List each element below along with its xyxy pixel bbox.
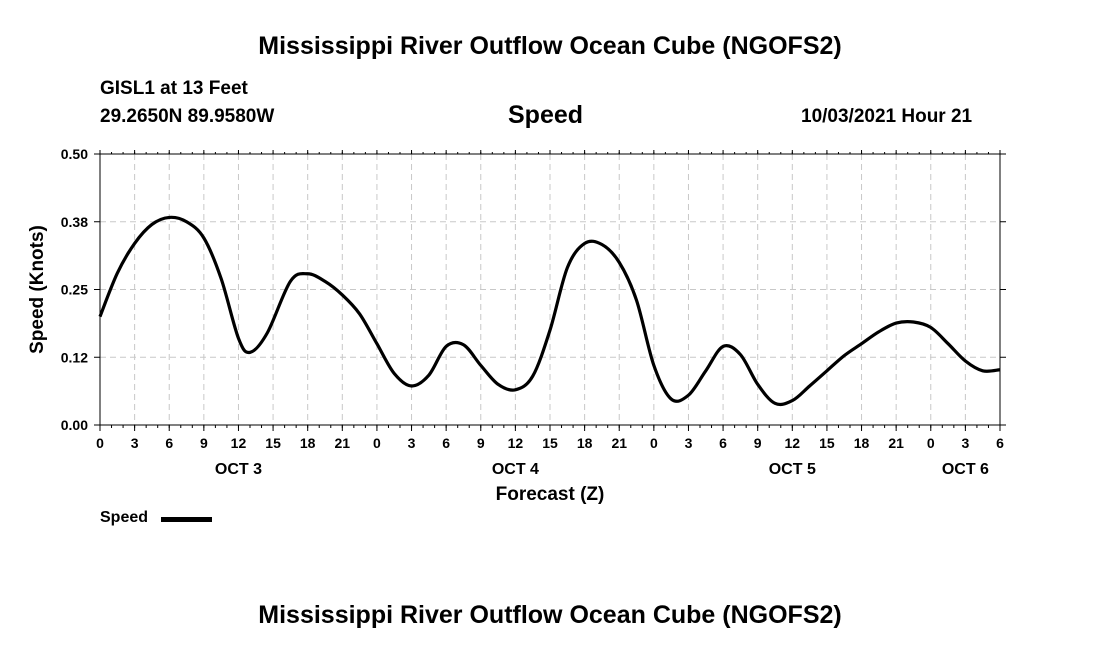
- x-tick-label: 21: [611, 435, 627, 451]
- y-tick-label: 0.12: [61, 349, 88, 365]
- x-tick-label: 0: [650, 435, 658, 451]
- x-tick-label: 18: [300, 435, 316, 451]
- x-tick-label: 21: [888, 435, 904, 451]
- y-tick-label: 0.38: [61, 214, 88, 230]
- x-tick-label: 9: [754, 435, 762, 451]
- x-day-label: OCT 3: [215, 461, 262, 478]
- variable-title: Speed: [508, 101, 584, 129]
- x-tick-label: 0: [373, 435, 381, 451]
- x-tick-label: 15: [265, 435, 281, 451]
- y-tick-label: 0.25: [61, 282, 88, 298]
- x-tick-label: 21: [335, 435, 351, 451]
- y-tick-label: 0.50: [61, 146, 88, 162]
- y-tick-label: 0.00: [61, 417, 88, 433]
- x-tick-label: 0: [96, 435, 104, 451]
- x-tick-label: 9: [200, 435, 208, 451]
- chart-title-bottom: Mississippi River Outflow Ocean Cube (NG…: [258, 601, 842, 629]
- x-tick-label: 18: [854, 435, 870, 451]
- chart-title-top: Mississippi River Outflow Ocean Cube (NG…: [258, 32, 842, 60]
- x-tick-label: 12: [785, 435, 801, 451]
- x-tick-label: 15: [542, 435, 558, 451]
- x-tick-label: 6: [996, 435, 1004, 451]
- forecast-datetime: 10/03/2021 Hour 21: [801, 106, 973, 127]
- x-tick-label: 6: [719, 435, 727, 451]
- x-tick-label: 3: [408, 435, 416, 451]
- x-tick-label: 18: [577, 435, 593, 451]
- x-tick-label: 12: [508, 435, 524, 451]
- x-tick-label: 3: [961, 435, 969, 451]
- x-day-label: OCT 6: [942, 461, 989, 478]
- x-tick-label: 0: [927, 435, 935, 451]
- series-line-speed: [98, 215, 1001, 407]
- x-tick-label: 3: [685, 435, 693, 451]
- x-tick-label: 15: [819, 435, 835, 451]
- plot-frame: [99, 153, 1001, 426]
- y-axis-title: Speed (Knots): [27, 225, 48, 354]
- x-tick-label: 3: [131, 435, 139, 451]
- x-tick-label: 6: [442, 435, 450, 451]
- x-day-label: OCT 4: [492, 461, 539, 478]
- x-day-label: OCT 5: [769, 461, 816, 478]
- station-label: GISL1 at 13 Feet: [100, 78, 248, 99]
- x-tick-label: 9: [477, 435, 485, 451]
- station-coords: 29.2650N 89.9580W: [100, 106, 275, 127]
- x-tick-label: 6: [165, 435, 173, 451]
- x-axis-title: Forecast (Z): [496, 484, 605, 505]
- x-tick-label: 12: [231, 435, 247, 451]
- legend-label: Speed: [100, 509, 149, 526]
- legend-line-swatch: [161, 517, 212, 522]
